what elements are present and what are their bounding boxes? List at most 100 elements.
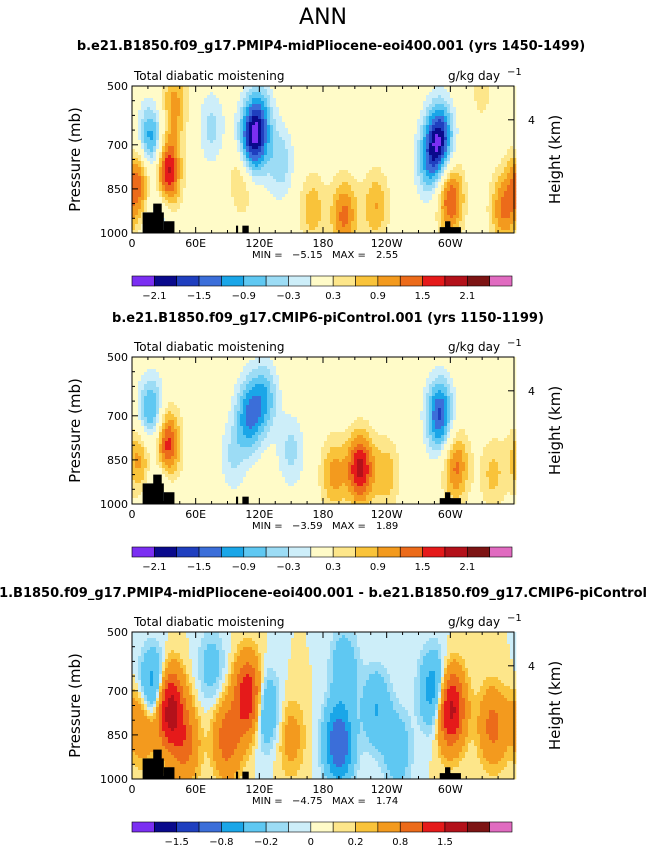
contour-cell (270, 137, 274, 141)
contour-cell (249, 140, 253, 144)
contour-cell (279, 194, 283, 198)
contour-cell (132, 191, 136, 195)
contour-cell (474, 110, 478, 114)
contour-cell (138, 167, 142, 171)
contour-cell (252, 158, 256, 162)
contour-cell (450, 188, 454, 192)
contour-cell (294, 122, 298, 126)
contour-cell (273, 176, 277, 180)
contour-cell (264, 119, 268, 123)
contour-cell (180, 170, 184, 174)
contour-cell (246, 146, 250, 150)
contour-cell (447, 188, 451, 192)
contour-cell (483, 95, 487, 99)
contour-cell (411, 185, 415, 189)
contour-cell (183, 194, 187, 198)
contour-cell (387, 89, 391, 93)
contour-cell (501, 101, 505, 105)
contour-cell (279, 140, 283, 144)
contour-cell (174, 95, 178, 99)
contour-cell (384, 167, 388, 171)
contour-cell (156, 155, 160, 159)
contour-cell (156, 191, 160, 195)
contour-cell (438, 197, 442, 201)
contour-cell (255, 89, 259, 93)
contour-cell (207, 155, 211, 159)
contour-cell (423, 155, 427, 159)
contour-cell (150, 152, 154, 156)
contour-cell (252, 116, 256, 120)
contour-cell (420, 134, 424, 138)
contour-cell (255, 194, 259, 198)
contour-cell (255, 137, 259, 141)
contour-cell (258, 152, 262, 156)
contour-cell (336, 140, 340, 144)
contour-cell (456, 158, 460, 162)
contour-cell (291, 176, 295, 180)
contour-cell (447, 110, 451, 114)
contour-cell (504, 179, 508, 183)
contour-cell (243, 86, 247, 90)
contour-cell (186, 116, 190, 120)
contour-cell (297, 143, 301, 147)
contour-cell (486, 128, 490, 132)
contour-cell (507, 122, 511, 126)
contour-cell (228, 89, 232, 93)
contour-cell (453, 197, 457, 201)
contour-cell (213, 92, 217, 96)
contour-cell (504, 188, 508, 192)
contour-cell (375, 143, 379, 147)
contour-cell (165, 128, 169, 132)
contour-cell (501, 89, 505, 93)
contour-cell (477, 95, 481, 99)
contour-cell (417, 95, 421, 99)
contour-cell (204, 164, 208, 168)
contour-cell (192, 179, 196, 183)
contour-cell (396, 89, 400, 93)
contour-cell (180, 86, 184, 90)
contour-cell (162, 185, 166, 189)
contour-cell (213, 194, 217, 198)
contour-cell (429, 164, 433, 168)
contour-cell (354, 113, 358, 117)
contour-cell (408, 116, 412, 120)
contour-cell (141, 125, 145, 129)
contour-cell (297, 176, 301, 180)
contour-cell (345, 182, 349, 186)
contour-cell (141, 167, 145, 171)
contour-cell (465, 164, 469, 168)
contour-cell (225, 107, 229, 111)
contour-cell (510, 158, 514, 162)
contour-cell (150, 137, 154, 141)
contour-cell (285, 161, 289, 165)
contour-cell (225, 137, 229, 141)
contour-cell (141, 185, 145, 189)
contour-cell (147, 197, 151, 201)
contour-cell (306, 173, 310, 177)
contour-cell (330, 89, 334, 93)
contour-cell (261, 125, 265, 129)
contour-cell (222, 140, 226, 144)
contour-cell (315, 86, 319, 90)
contour-cell (366, 86, 370, 90)
contour-cell (342, 173, 346, 177)
contour-cell (282, 146, 286, 150)
contour-cell (507, 146, 511, 150)
contour-cell (363, 125, 367, 129)
contour-cell (366, 128, 370, 132)
contour-cell (432, 164, 436, 168)
contour-cell (477, 104, 481, 108)
contour-cell (249, 131, 253, 135)
contour-cell (288, 188, 292, 192)
contour-cell (399, 134, 403, 138)
contour-cell (252, 122, 256, 126)
contour-cell (474, 170, 478, 174)
contour-cell (393, 176, 397, 180)
contour-cell (450, 116, 454, 120)
contour-cell (474, 167, 478, 171)
contour-cell (180, 173, 184, 177)
contour-cell (243, 98, 247, 102)
contour-cell (456, 167, 460, 171)
contour-cell (282, 170, 286, 174)
contour-cell (306, 197, 310, 201)
